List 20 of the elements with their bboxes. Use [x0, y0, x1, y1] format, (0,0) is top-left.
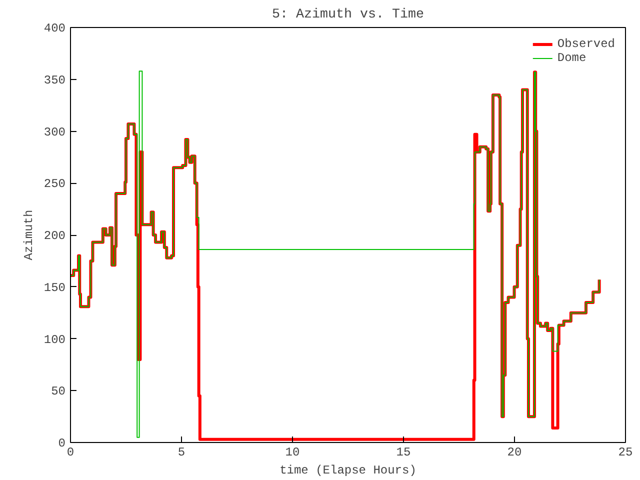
- x-tick-label: 0: [66, 446, 74, 460]
- y-tick-label: 300: [44, 125, 66, 140]
- x-tick-label: 10: [285, 446, 300, 460]
- y-tick-label: 350: [44, 73, 66, 88]
- x-tick-label: 25: [618, 446, 633, 460]
- x-tick-label: 15: [396, 446, 411, 460]
- y-tick-label: 150: [44, 280, 66, 295]
- y-tick-label: 100: [44, 332, 66, 347]
- y-tick-label: 250: [44, 177, 66, 192]
- x-tick-label: 5: [178, 446, 186, 460]
- y-tick-label: 400: [44, 22, 66, 36]
- y-tick-label: 50: [51, 384, 66, 399]
- y-axis-title: Azimuth: [22, 210, 36, 260]
- x-tick-label: 20: [507, 446, 522, 460]
- x-axis-title: time (Elapse Hours): [280, 464, 416, 478]
- y-tick-label: 200: [44, 229, 66, 243]
- y-tick-label: 0: [58, 436, 66, 450]
- legend-label: Dome: [557, 51, 586, 65]
- chart-title: 5: Azimuth vs. Time: [272, 8, 424, 22]
- legend-label: Observed: [557, 37, 615, 51]
